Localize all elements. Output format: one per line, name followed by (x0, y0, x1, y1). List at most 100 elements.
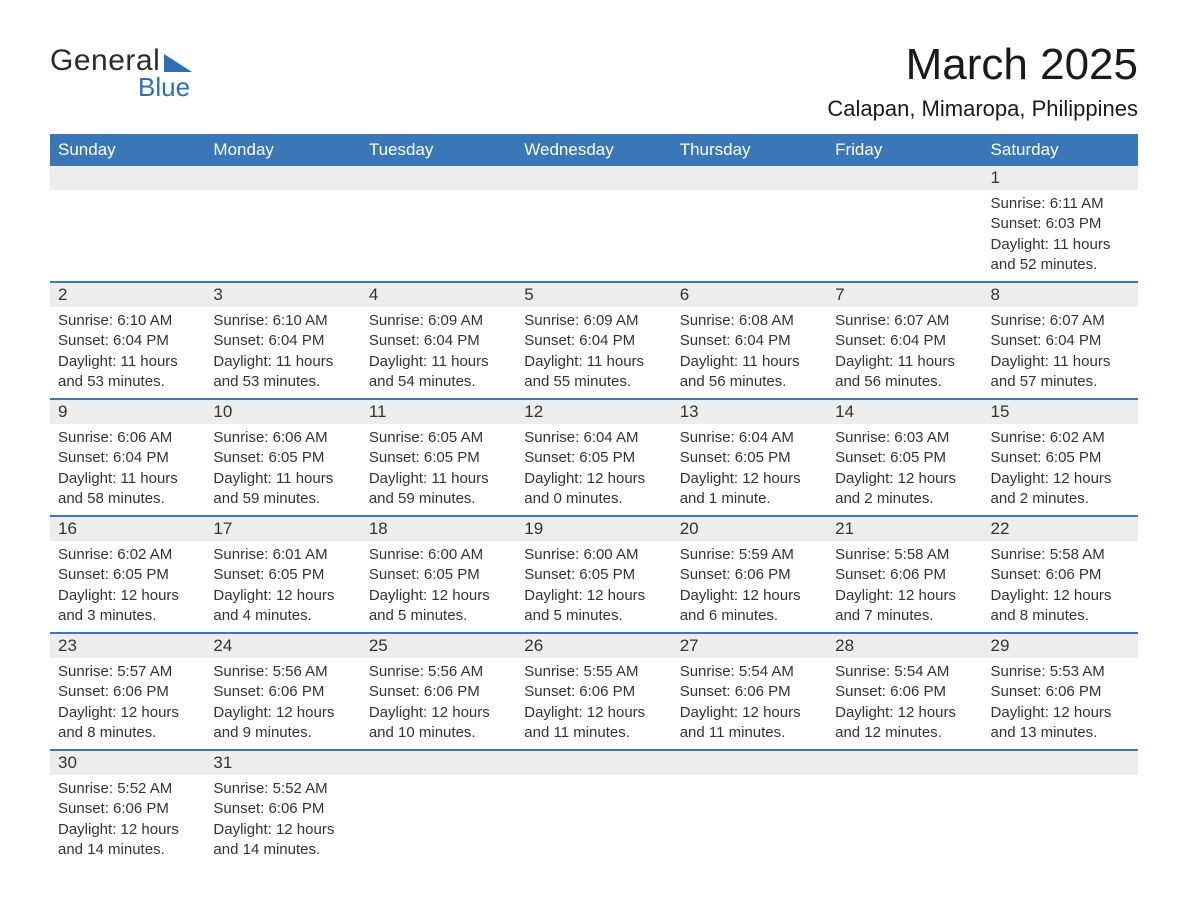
day2-text: and 13 minutes. (991, 723, 1130, 743)
day-number: 7 (827, 283, 982, 307)
day-details (361, 190, 516, 200)
calendar-day-cell: 5Sunrise: 6:09 AMSunset: 6:04 PMDaylight… (516, 282, 671, 399)
weekday-header: Saturday (983, 134, 1138, 166)
sunrise-text: Sunrise: 6:02 AM (58, 545, 197, 565)
day2-text: and 14 minutes. (213, 840, 352, 860)
calendar-day-cell: 2Sunrise: 6:10 AMSunset: 6:04 PMDaylight… (50, 282, 205, 399)
day-details: Sunrise: 6:10 AMSunset: 6:04 PMDaylight:… (205, 307, 360, 398)
sunrise-sunset-calendar: Sunday Monday Tuesday Wednesday Thursday… (50, 134, 1138, 866)
calendar-day-cell: 1Sunrise: 6:11 AMSunset: 6:03 PMDaylight… (983, 166, 1138, 282)
sunrise-text: Sunrise: 5:58 AM (991, 545, 1130, 565)
day1-text: Daylight: 11 hours (835, 352, 974, 372)
calendar-day-cell (827, 750, 982, 866)
day-details: Sunrise: 6:04 AMSunset: 6:05 PMDaylight:… (516, 424, 671, 515)
sunset-text: Sunset: 6:04 PM (835, 331, 974, 351)
day2-text: and 53 minutes. (58, 372, 197, 392)
weekday-header: Friday (827, 134, 982, 166)
day-number: 27 (672, 634, 827, 658)
weekday-header: Wednesday (516, 134, 671, 166)
calendar-day-cell: 22Sunrise: 5:58 AMSunset: 6:06 PMDayligh… (983, 516, 1138, 633)
day2-text: and 54 minutes. (369, 372, 508, 392)
day-number (983, 751, 1138, 775)
calendar-day-cell: 24Sunrise: 5:56 AMSunset: 6:06 PMDayligh… (205, 633, 360, 750)
calendar-week-row: 23Sunrise: 5:57 AMSunset: 6:06 PMDayligh… (50, 633, 1138, 750)
day1-text: Daylight: 12 hours (835, 586, 974, 606)
day-number: 12 (516, 400, 671, 424)
day-number (516, 166, 671, 190)
day1-text: Daylight: 12 hours (680, 586, 819, 606)
day1-text: Daylight: 12 hours (369, 586, 508, 606)
day-number (361, 166, 516, 190)
sunrise-text: Sunrise: 6:02 AM (991, 428, 1130, 448)
calendar-week-row: 1Sunrise: 6:11 AMSunset: 6:03 PMDaylight… (50, 166, 1138, 282)
day-details: Sunrise: 5:52 AMSunset: 6:06 PMDaylight:… (50, 775, 205, 866)
day-details: Sunrise: 5:56 AMSunset: 6:06 PMDaylight:… (361, 658, 516, 749)
day-details: Sunrise: 6:01 AMSunset: 6:05 PMDaylight:… (205, 541, 360, 632)
day-number: 17 (205, 517, 360, 541)
day1-text: Daylight: 12 hours (58, 586, 197, 606)
calendar-day-cell (672, 166, 827, 282)
day-number (672, 166, 827, 190)
day1-text: Daylight: 12 hours (369, 703, 508, 723)
day2-text: and 8 minutes. (58, 723, 197, 743)
calendar-day-cell: 15Sunrise: 6:02 AMSunset: 6:05 PMDayligh… (983, 399, 1138, 516)
day2-text: and 56 minutes. (835, 372, 974, 392)
calendar-day-cell: 10Sunrise: 6:06 AMSunset: 6:05 PMDayligh… (205, 399, 360, 516)
day1-text: Daylight: 11 hours (991, 235, 1130, 255)
sunset-text: Sunset: 6:06 PM (58, 799, 197, 819)
sunset-text: Sunset: 6:05 PM (524, 565, 663, 585)
sunrise-text: Sunrise: 5:54 AM (835, 662, 974, 682)
day1-text: Daylight: 12 hours (991, 586, 1130, 606)
day1-text: Daylight: 11 hours (213, 352, 352, 372)
day-details (361, 775, 516, 785)
day1-text: Daylight: 12 hours (213, 703, 352, 723)
sunset-text: Sunset: 6:05 PM (213, 565, 352, 585)
calendar-day-cell: 20Sunrise: 5:59 AMSunset: 6:06 PMDayligh… (672, 516, 827, 633)
weekday-header: Thursday (672, 134, 827, 166)
sunrise-text: Sunrise: 5:56 AM (213, 662, 352, 682)
day-details: Sunrise: 5:59 AMSunset: 6:06 PMDaylight:… (672, 541, 827, 632)
day2-text: and 57 minutes. (991, 372, 1130, 392)
day-number: 2 (50, 283, 205, 307)
calendar-day-cell: 21Sunrise: 5:58 AMSunset: 6:06 PMDayligh… (827, 516, 982, 633)
day-number (361, 751, 516, 775)
day-details: Sunrise: 6:04 AMSunset: 6:05 PMDaylight:… (672, 424, 827, 515)
calendar-day-cell: 18Sunrise: 6:00 AMSunset: 6:05 PMDayligh… (361, 516, 516, 633)
day-details: Sunrise: 5:55 AMSunset: 6:06 PMDaylight:… (516, 658, 671, 749)
day-number: 29 (983, 634, 1138, 658)
day-details: Sunrise: 5:54 AMSunset: 6:06 PMDaylight:… (672, 658, 827, 749)
day-details (672, 190, 827, 200)
calendar-day-cell: 19Sunrise: 6:00 AMSunset: 6:05 PMDayligh… (516, 516, 671, 633)
day-number: 18 (361, 517, 516, 541)
sunset-text: Sunset: 6:05 PM (369, 565, 508, 585)
day2-text: and 2 minutes. (991, 489, 1130, 509)
day1-text: Daylight: 12 hours (524, 703, 663, 723)
calendar-week-row: 30Sunrise: 5:52 AMSunset: 6:06 PMDayligh… (50, 750, 1138, 866)
calendar-day-cell: 23Sunrise: 5:57 AMSunset: 6:06 PMDayligh… (50, 633, 205, 750)
logo-word-2: Blue (138, 72, 190, 103)
sunrise-text: Sunrise: 6:07 AM (991, 311, 1130, 331)
day2-text: and 6 minutes. (680, 606, 819, 626)
calendar-day-cell: 7Sunrise: 6:07 AMSunset: 6:04 PMDaylight… (827, 282, 982, 399)
day-details: Sunrise: 5:58 AMSunset: 6:06 PMDaylight:… (827, 541, 982, 632)
calendar-day-cell: 31Sunrise: 5:52 AMSunset: 6:06 PMDayligh… (205, 750, 360, 866)
sunrise-text: Sunrise: 6:04 AM (680, 428, 819, 448)
sunrise-text: Sunrise: 6:09 AM (524, 311, 663, 331)
day2-text: and 9 minutes. (213, 723, 352, 743)
day-details: Sunrise: 6:10 AMSunset: 6:04 PMDaylight:… (50, 307, 205, 398)
day-number (827, 166, 982, 190)
sunset-text: Sunset: 6:06 PM (835, 565, 974, 585)
sunrise-text: Sunrise: 6:04 AM (524, 428, 663, 448)
day1-text: Daylight: 12 hours (680, 703, 819, 723)
day-number: 19 (516, 517, 671, 541)
day-details: Sunrise: 5:58 AMSunset: 6:06 PMDaylight:… (983, 541, 1138, 632)
day-number: 1 (983, 166, 1138, 190)
sunset-text: Sunset: 6:06 PM (991, 565, 1130, 585)
page-header: General Blue March 2025 Calapan, Mimarop… (50, 40, 1138, 122)
day-number: 6 (672, 283, 827, 307)
day-details: Sunrise: 6:02 AMSunset: 6:05 PMDaylight:… (983, 424, 1138, 515)
calendar-week-row: 9Sunrise: 6:06 AMSunset: 6:04 PMDaylight… (50, 399, 1138, 516)
sunrise-text: Sunrise: 6:03 AM (835, 428, 974, 448)
day-number: 5 (516, 283, 671, 307)
calendar-day-cell (516, 166, 671, 282)
